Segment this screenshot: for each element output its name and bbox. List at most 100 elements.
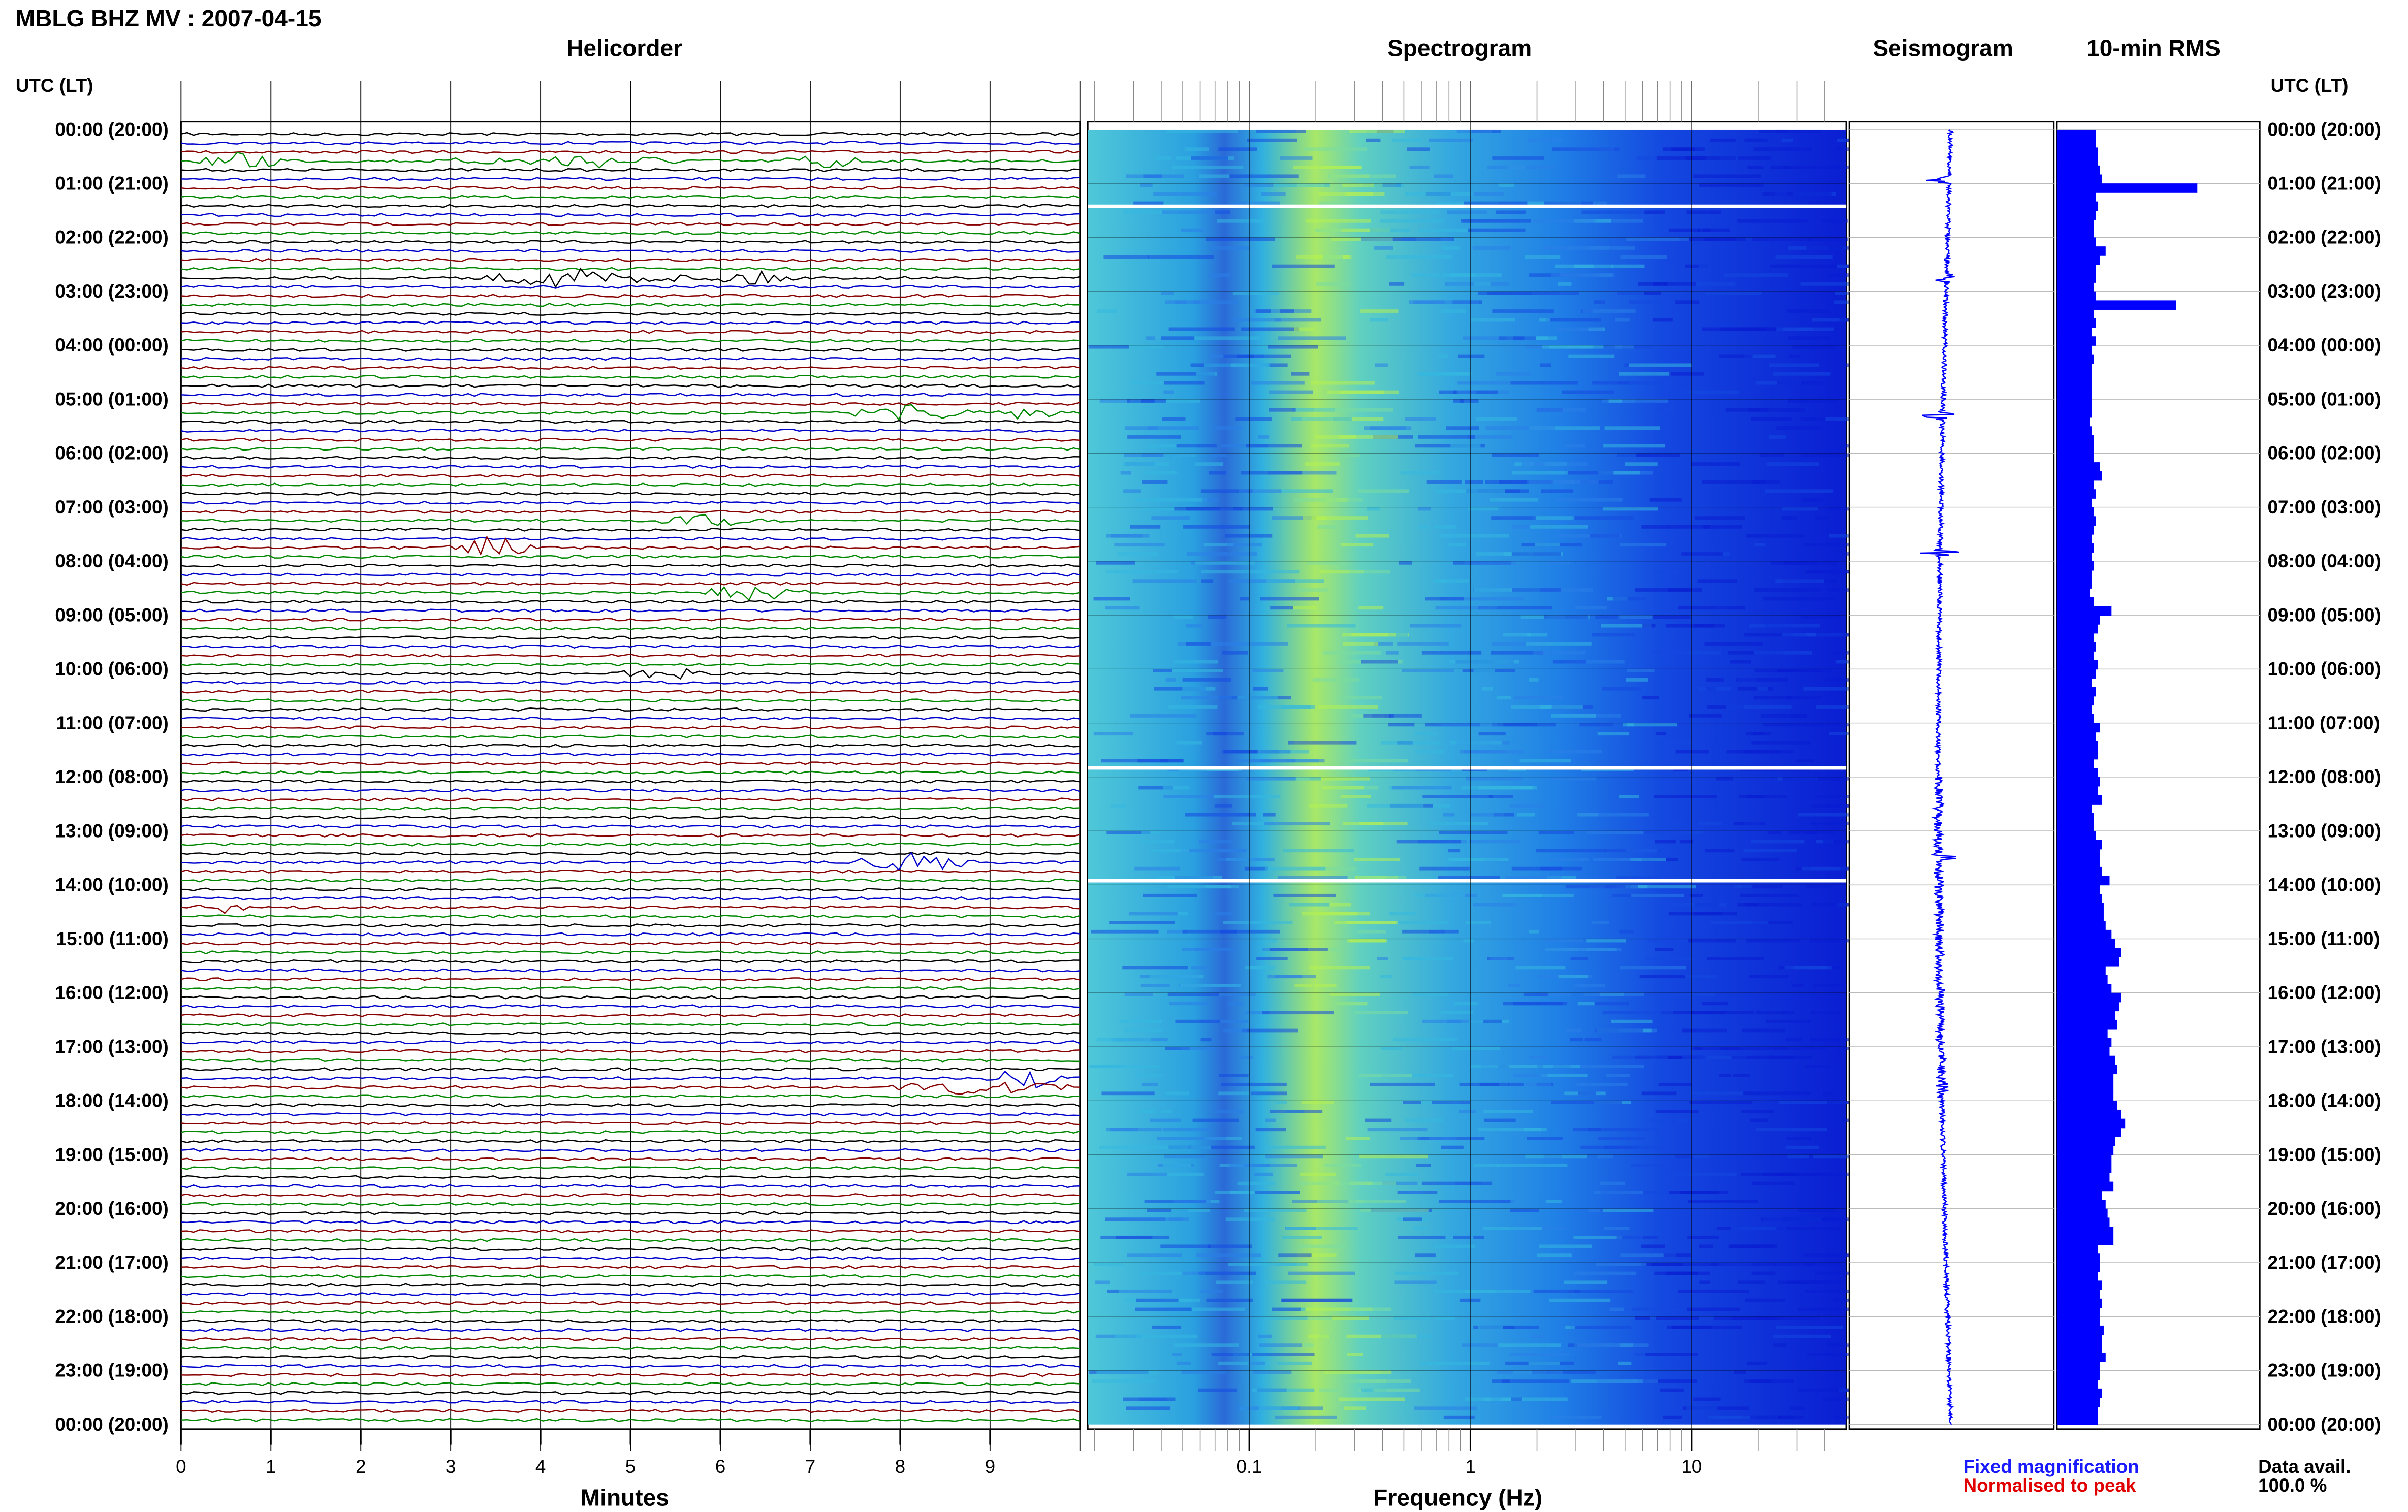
spectrogram-streak	[1789, 354, 1800, 358]
spectrogram-streak	[1153, 669, 1173, 673]
spectrogram-streak	[1497, 1164, 1568, 1167]
spectrogram-streak	[1181, 1046, 1216, 1050]
spectrogram-streak	[1329, 903, 1351, 907]
spectrogram-streak	[1642, 624, 1656, 628]
spectrogram-streak	[1578, 1091, 1596, 1096]
spectrogram-streak	[1813, 1154, 1876, 1159]
spectrogram-streak	[1276, 1361, 1312, 1365]
spectrogram-streak	[1784, 966, 1832, 970]
spectrogram-streak	[1278, 336, 1346, 340]
spectrogram-streak	[1597, 1154, 1613, 1159]
spectrogram-streak	[1788, 831, 1799, 834]
spectrogram-streak	[1570, 957, 1588, 960]
spectrogram-streak	[1467, 228, 1526, 232]
spectrogram-streak	[1483, 1019, 1502, 1023]
spectrogram-streak	[1217, 858, 1275, 862]
spectrogram-streak	[1749, 975, 1789, 979]
helicorder-trace	[181, 1166, 1080, 1170]
spectrogram-streak	[1130, 345, 1163, 349]
spectrogram-streak	[1663, 1415, 1682, 1419]
spectrogram-streak	[1453, 1235, 1471, 1239]
spectrogram-streak	[1415, 750, 1444, 754]
station-title: MBLG BHZ MV : 2007-04-15	[15, 6, 322, 33]
spectrogram-streak	[1350, 939, 1385, 943]
spectrogram-streak	[1389, 912, 1416, 916]
spectrogram-streak	[1751, 417, 1792, 421]
spectrogram-streak	[1476, 417, 1517, 421]
spectrogram-streak	[1318, 705, 1378, 709]
spectrogram-streak	[1195, 336, 1260, 340]
spectrogram-streak	[1094, 1263, 1123, 1266]
rms-bar	[2056, 1280, 2102, 1290]
spectrogram-streak	[1839, 318, 1855, 322]
spectrogram-streak	[1825, 417, 1850, 421]
spectrogram-streak	[1272, 516, 1316, 520]
helicorder-trace	[181, 1265, 1080, 1269]
spectrogram-streak	[1091, 1065, 1160, 1069]
spectrogram-streak	[1801, 498, 1824, 502]
spectrogram-streak	[1509, 1353, 1570, 1356]
spectrogram-streak	[1595, 615, 1618, 619]
spectrogram-streak	[1357, 876, 1407, 880]
rms-bar	[2056, 1244, 2098, 1254]
spectrogram-streak	[1763, 597, 1835, 601]
spectrogram-streak	[1417, 507, 1431, 511]
spectrogram-streak	[1798, 813, 1870, 817]
helicorder-trace	[181, 374, 1081, 379]
helicorder-trace	[181, 635, 1080, 640]
spectrogram-streak	[1375, 363, 1388, 367]
helicorder-trace	[181, 668, 1081, 680]
spectrogram-streak	[1828, 732, 1857, 736]
spectrogram-streak	[1786, 309, 1830, 313]
helicorder-title: Helicorder	[566, 36, 683, 62]
time-label-right: 00:00 (20:00)	[2268, 119, 2381, 140]
spectrogram-streak	[1214, 803, 1232, 808]
spectrogram-streak	[1275, 1415, 1337, 1419]
spectrogram-streak	[1251, 381, 1305, 385]
spectrogram-streak	[1703, 228, 1730, 232]
spectrogram-streak	[1407, 147, 1430, 151]
spectrogram-streak	[1458, 390, 1477, 394]
spectrogram-streak	[1605, 849, 1669, 853]
spectrogram-streak	[1579, 723, 1613, 727]
spectrogram-streak	[1146, 336, 1156, 340]
spectrogram-streak	[1805, 885, 1833, 889]
spectrogram-streak	[1493, 813, 1515, 817]
spectrogram-streak	[1339, 390, 1384, 394]
spectrogram-streak	[1473, 1164, 1499, 1167]
rms-bar	[2056, 696, 2094, 706]
rms-bar	[2056, 624, 2098, 634]
rms-bar	[2056, 435, 2094, 445]
spectrogram-streak	[1370, 318, 1388, 322]
spectrogram-streak	[1210, 273, 1231, 277]
spectrogram-streak	[1399, 1191, 1424, 1194]
spectrogram-streak	[1250, 1091, 1287, 1096]
spectrogram-streak	[1508, 1065, 1580, 1069]
spectrogram-streak	[1609, 1307, 1632, 1311]
helicorder-trace	[181, 1328, 1081, 1332]
spectrogram-streak	[1492, 156, 1544, 160]
spectrogram-streak	[1110, 1128, 1162, 1132]
spectrogram-streak	[1402, 957, 1453, 960]
time-label-right: 06:00 (02:00)	[2268, 443, 2381, 464]
spectrogram-streak	[1256, 957, 1288, 960]
spectrogram-streak	[1631, 1164, 1664, 1167]
spectrogram-streak	[1340, 678, 1360, 682]
spectrogram-streak	[1762, 192, 1794, 196]
spectrogram-streak	[1421, 651, 1482, 655]
helicorder-traces	[181, 132, 1081, 1422]
rms-bar	[2056, 929, 2112, 940]
helicorder-trace	[181, 465, 1081, 469]
spectrogram-streak	[1619, 615, 1653, 619]
time-label-left: 19:00 (15:00)	[55, 1144, 168, 1165]
spectrogram-streak	[1512, 1074, 1548, 1077]
spectrogram-streak	[1124, 426, 1158, 430]
spectrogram-streak	[1381, 741, 1441, 745]
rms-bar	[2056, 885, 2100, 894]
rms-bar	[2056, 831, 2096, 841]
spectrogram-streak	[1187, 552, 1228, 556]
spectrogram-streak	[1471, 813, 1504, 817]
helicorder-trace	[181, 204, 1080, 208]
spectrogram-streak	[1231, 642, 1288, 646]
spectrogram-streak	[1644, 831, 1704, 834]
